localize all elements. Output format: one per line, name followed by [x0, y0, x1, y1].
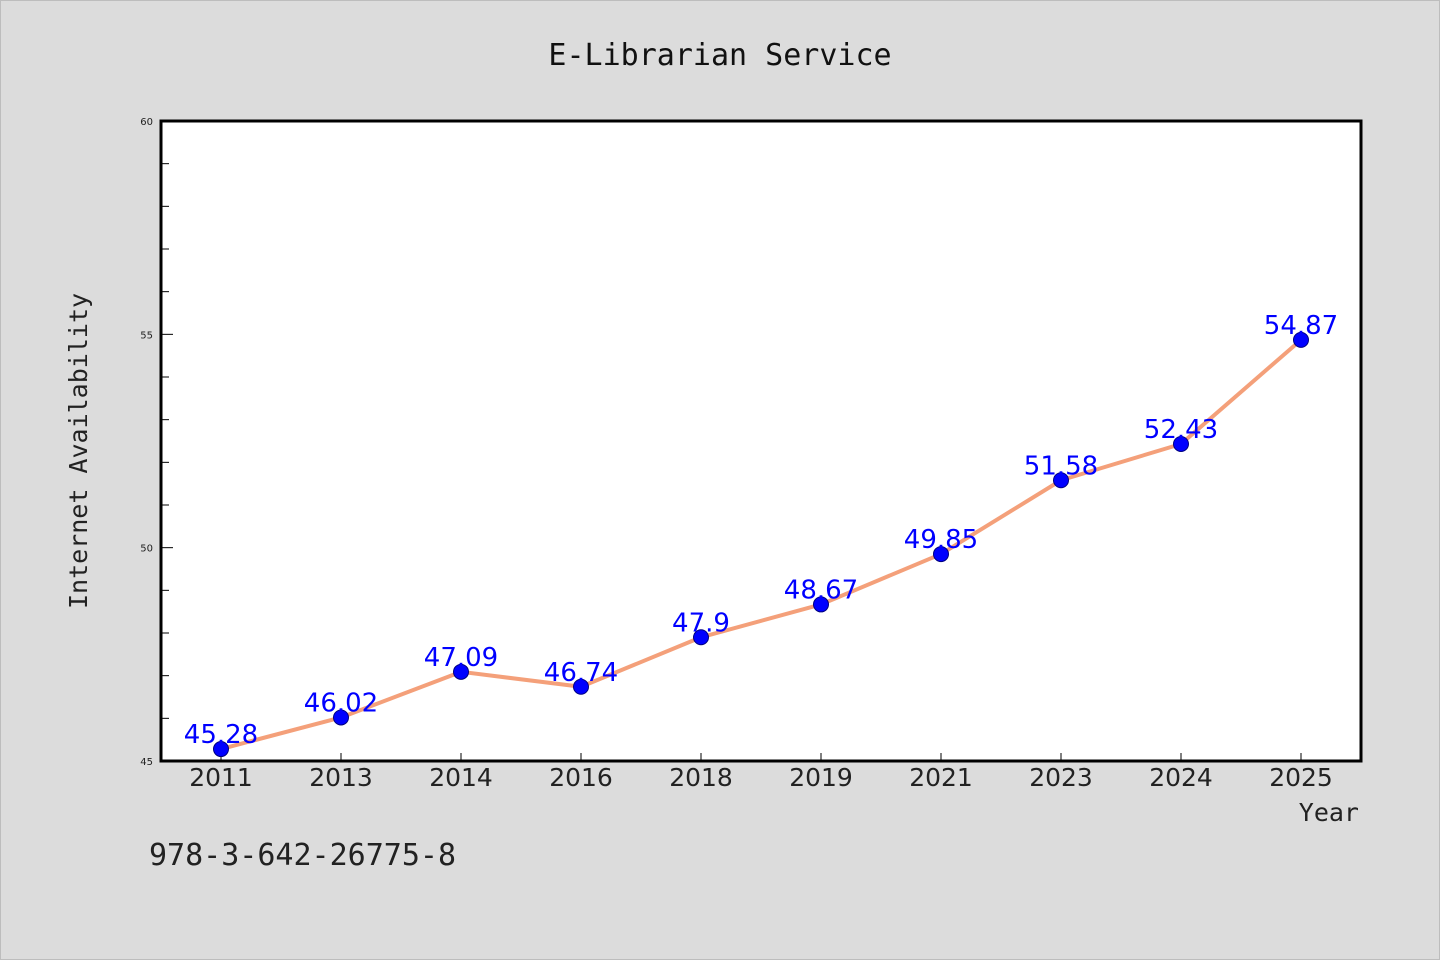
data-label: 46.74 — [544, 658, 618, 688]
data-point — [1293, 331, 1309, 348]
x-tick-label: 2018 — [669, 763, 733, 792]
data-point — [933, 546, 949, 563]
y-tick-label: 50 — [140, 544, 153, 555]
data-label: 47.09 — [424, 643, 498, 673]
data-point — [1173, 435, 1189, 452]
y-axis: 45 50 55 60 — [140, 117, 173, 768]
x-tick-label: 2024 — [1149, 763, 1213, 792]
data-label: 51.58 — [1024, 451, 1098, 481]
data-point — [813, 596, 829, 613]
data-label: 47.9 — [672, 608, 730, 638]
x-tick-label: 2014 — [429, 763, 493, 792]
x-tick-label: 2016 — [549, 763, 613, 792]
data-point — [1053, 472, 1069, 489]
data-point — [573, 678, 589, 695]
y-tick-label: 45 — [140, 757, 153, 768]
data-labels: 45.28 46.02 47.09 46.74 47.9 48.67 49.85 51.58 5… — [184, 311, 1338, 750]
plot-area — [159, 119, 1363, 763]
data-point — [693, 629, 709, 646]
y-axis-label: Internet Availability — [64, 293, 93, 609]
x-axis: 2011 2013 2014 2016 2018 2019 2021 2023 2024 2025 — [189, 753, 1333, 792]
y-tick-label: 60 — [140, 117, 153, 128]
data-label: 48.67 — [784, 575, 858, 605]
data-label: 49.85 — [904, 525, 978, 555]
x-tick-label: 2013 — [309, 763, 373, 792]
data-point — [333, 709, 349, 726]
data-label: 54.87 — [1264, 311, 1338, 341]
y-tick-label: 55 — [140, 330, 153, 341]
x-tick-label: 2023 — [1029, 763, 1093, 792]
x-tick-label: 2025 — [1269, 763, 1333, 792]
data-points — [213, 331, 1309, 758]
x-tick-label: 2011 — [189, 763, 253, 792]
data-label: 52.43 — [1144, 415, 1218, 445]
chart-title: E-Librarian Service — [548, 38, 891, 73]
data-point — [213, 741, 229, 758]
data-label: 46.02 — [304, 688, 378, 718]
isbn-text: 978-3-642-26775-8 — [149, 838, 456, 873]
data-point — [453, 663, 469, 680]
x-axis-label: Year — [1299, 798, 1359, 827]
series-line — [220, 338, 1303, 751]
data-label: 45.28 — [184, 720, 258, 750]
x-tick-label: 2019 — [789, 763, 853, 792]
x-tick-label: 2021 — [909, 763, 973, 792]
